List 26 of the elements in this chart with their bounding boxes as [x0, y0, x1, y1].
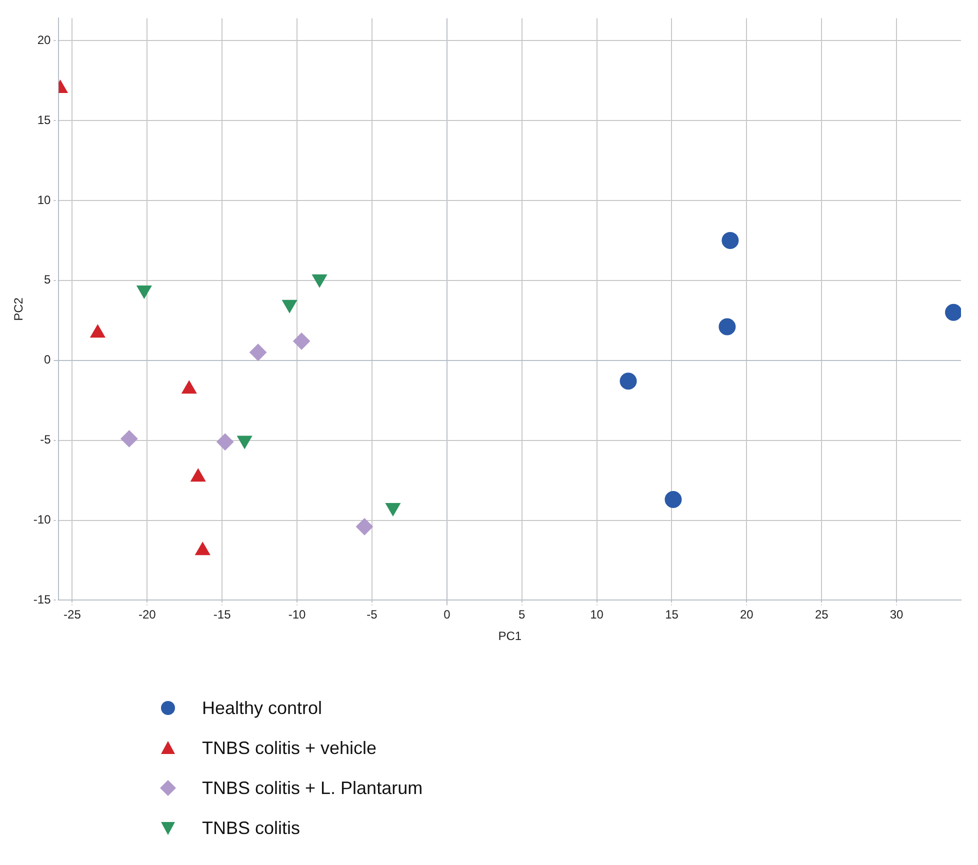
x-tick-label: -10 [288, 608, 306, 622]
x-tick-label: 30 [890, 608, 904, 622]
x-tick-label: 15 [665, 608, 679, 622]
y-tick-label: -15 [33, 592, 52, 607]
x-tick-label: -5 [366, 608, 378, 622]
legend-label: Healthy control [202, 698, 322, 718]
y-tick-label: 0 [44, 352, 52, 367]
y-tick-label: -10 [33, 512, 52, 527]
x-axis-title: PC1 [498, 629, 522, 644]
y-tick-label: 20 [37, 32, 52, 47]
legend-label: TNBS colitis + L. Plantarum [202, 778, 423, 798]
x-tick-label: -20 [138, 608, 156, 622]
x-tick-label: 10 [590, 608, 604, 622]
x-tick-label: 20 [740, 608, 754, 622]
y-tick-label: 5 [44, 272, 52, 287]
x-tick-label: 0 [444, 608, 451, 622]
x-tick-label: -25 [64, 608, 82, 622]
y-tick-label: -5 [40, 432, 52, 447]
y-axis-title: PC2 [12, 297, 26, 321]
y-tick-label: 10 [37, 192, 52, 207]
x-tick-label: 5 [518, 608, 526, 622]
y-tick-label: 15 [37, 112, 52, 127]
x-tick-label: -15 [213, 608, 232, 622]
x-tick-label: 25 [814, 608, 829, 622]
legend-label: TNBS colitis + vehicle [202, 738, 377, 758]
legend-label: TNBS colitis [202, 818, 300, 838]
